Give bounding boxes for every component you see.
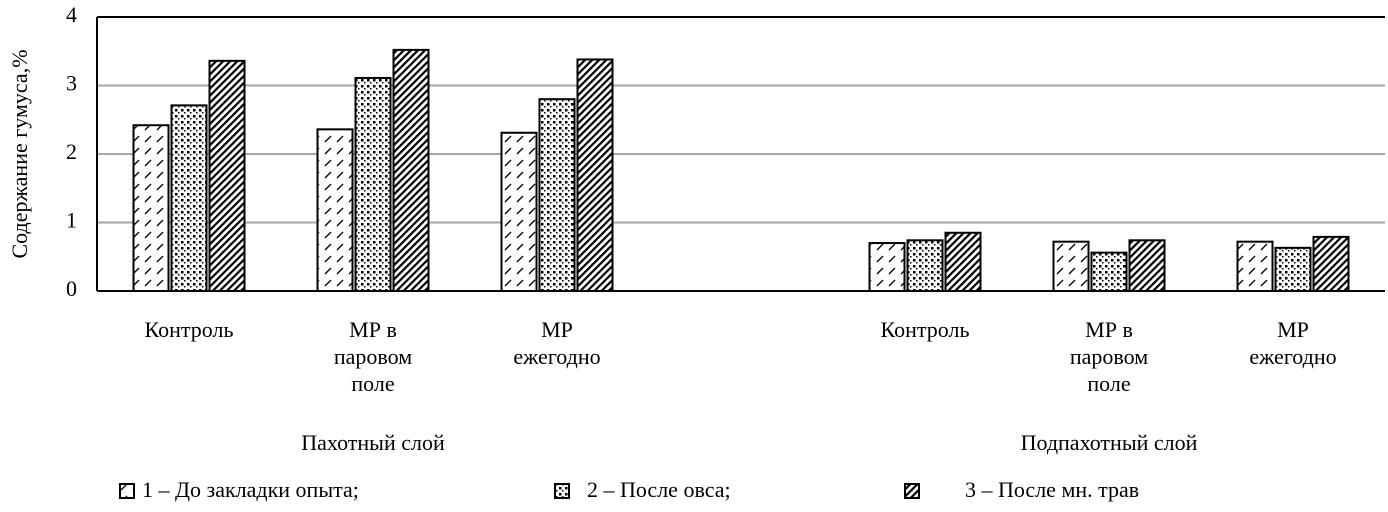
y-tick-label: 1 bbox=[66, 208, 77, 233]
legend-swatch bbox=[119, 483, 135, 499]
legend-label: 2 – После овса; bbox=[587, 477, 731, 502]
y-axis-title: Содержание гумуса,% bbox=[7, 49, 32, 258]
bar bbox=[132, 124, 170, 293]
x-tick-label: МР в паровом поле bbox=[333, 317, 413, 396]
bar bbox=[906, 239, 944, 292]
bar bbox=[392, 48, 430, 292]
bar bbox=[208, 59, 246, 293]
legend-swatch bbox=[554, 483, 570, 499]
bar bbox=[944, 231, 982, 292]
legend-label: 3 – После мн. трав bbox=[965, 477, 1139, 502]
bar bbox=[1052, 240, 1090, 292]
bar bbox=[354, 76, 392, 292]
bar bbox=[868, 242, 906, 293]
legend-label: 1 – До закладки опыта; bbox=[142, 477, 359, 502]
y-tick-label: 2 bbox=[66, 139, 77, 164]
bar bbox=[316, 128, 354, 292]
x-tick-label: Контроль bbox=[144, 317, 234, 342]
bar bbox=[1274, 246, 1312, 292]
bar bbox=[1236, 240, 1274, 292]
bar bbox=[1090, 251, 1128, 292]
bar bbox=[576, 58, 614, 292]
y-tick-label: 0 bbox=[66, 276, 77, 301]
bar bbox=[1128, 239, 1166, 292]
group-label: Подпахотный слой bbox=[1021, 430, 1198, 455]
bar bbox=[1312, 235, 1350, 292]
group-label: Пахотный слой bbox=[301, 430, 445, 455]
bar bbox=[538, 98, 576, 292]
legend-swatch bbox=[904, 483, 920, 499]
y-tick-label: 4 bbox=[66, 2, 77, 27]
bar bbox=[500, 131, 538, 292]
x-tick-label: МР ежегодно bbox=[1249, 317, 1337, 369]
bar bbox=[170, 104, 208, 292]
y-tick-label: 3 bbox=[66, 71, 77, 96]
x-tick-label: МР ежегодно bbox=[513, 317, 601, 369]
x-tick-label: МР в паровом поле bbox=[1069, 317, 1149, 396]
x-tick-label: Контроль bbox=[880, 317, 970, 342]
